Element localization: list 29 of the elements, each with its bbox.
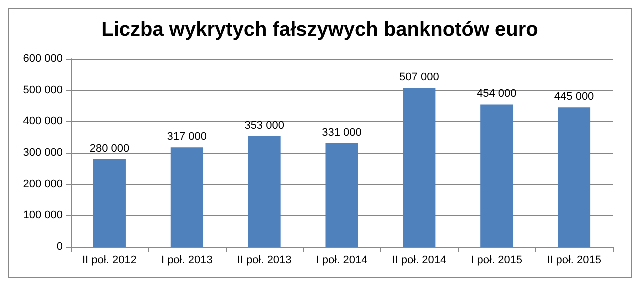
data-label: 507 000 xyxy=(400,72,440,84)
x-tick-label: I poł. 2014 xyxy=(316,254,368,266)
y-tick-label: 400 000 xyxy=(23,116,63,128)
data-label: 331 000 xyxy=(322,126,362,139)
data-label: 317 000 xyxy=(167,131,208,144)
y-tick-label: 0 xyxy=(56,241,63,253)
x-tick-label: II poł. 2012 xyxy=(82,254,137,266)
y-tick-label: 300 000 xyxy=(23,147,63,159)
data-label: 353 000 xyxy=(244,120,284,132)
y-tick-label: 200 000 xyxy=(23,178,63,190)
y-tick-label: 500 000 xyxy=(23,84,63,96)
x-tick-label: I poł. 2015 xyxy=(471,254,523,266)
x-tick-label: II poł. 2014 xyxy=(392,254,447,266)
data-label: 445 000 xyxy=(554,91,594,104)
bar xyxy=(248,136,281,247)
bar xyxy=(170,148,204,247)
bar xyxy=(93,159,126,247)
x-tick-label: II poł. 2013 xyxy=(237,254,292,266)
y-tick-label: 600 000 xyxy=(23,53,63,65)
x-tick-label: I poł. 2013 xyxy=(161,254,213,266)
chart-title: Liczba wykrytych fałszywych banknotów euro xyxy=(102,19,538,41)
data-label: 280 000 xyxy=(90,142,130,155)
bar xyxy=(480,104,514,247)
bar xyxy=(326,143,358,247)
x-tick-label: II poł. 2015 xyxy=(547,254,602,266)
data-label: 454 000 xyxy=(476,88,517,100)
bar xyxy=(403,88,436,247)
y-tick-label: 100 000 xyxy=(23,210,63,222)
bar xyxy=(558,108,591,247)
